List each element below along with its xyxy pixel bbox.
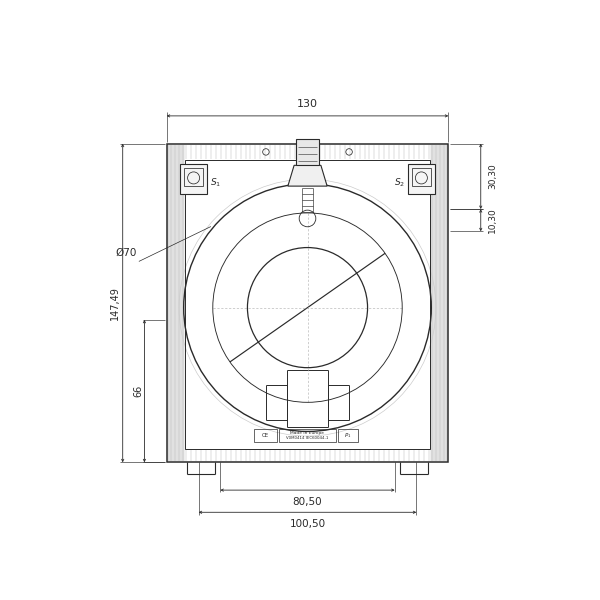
Bar [254,428,277,442]
Bar [296,139,319,166]
Text: Made in Europe: Made in Europe [290,431,325,435]
Text: 130: 130 [297,99,318,109]
Text: 147,49: 147,49 [110,286,121,320]
Text: $S_1$: $S_1$ [209,176,221,188]
Text: Ø70: Ø70 [116,248,137,258]
Text: 66: 66 [133,385,143,397]
Text: 30,30: 30,30 [488,163,497,189]
Bar [185,160,430,449]
Bar [167,143,448,463]
Bar [338,428,358,442]
Bar [184,168,203,186]
Bar [412,168,431,186]
Polygon shape [288,166,327,186]
Text: $P_1$: $P_1$ [344,431,352,440]
Text: $S_2$: $S_2$ [394,176,406,188]
Bar [408,164,434,194]
Text: 10,30: 10,30 [488,208,497,233]
Text: V0M0414 IEC60044-1: V0M0414 IEC60044-1 [286,436,329,440]
Bar [279,428,336,442]
Text: 80,50: 80,50 [293,497,322,506]
Text: CE: CE [262,433,269,437]
Bar [181,164,207,194]
Text: 100,50: 100,50 [289,519,326,529]
